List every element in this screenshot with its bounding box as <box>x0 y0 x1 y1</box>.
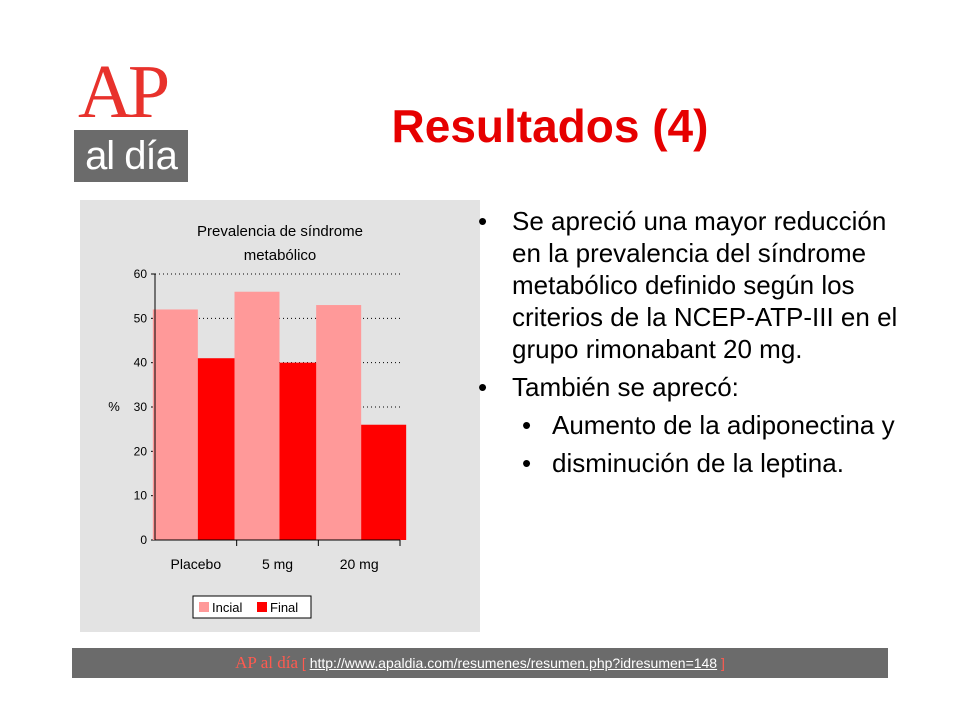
chart-title-line: Prevalencia de síndrome <box>197 223 363 240</box>
legend-swatch <box>257 602 267 612</box>
footer-aldia: al día <box>260 653 299 672</box>
y-tick-label: 40 <box>134 356 148 370</box>
sub-bullet-item: • disminución de la leptina. <box>478 447 898 479</box>
y-tick-label: 50 <box>134 311 148 325</box>
legend-swatch <box>199 602 209 612</box>
bar-inicial <box>234 291 280 540</box>
footer-ap: AP <box>235 653 257 672</box>
legend-label: Incial <box>212 600 242 615</box>
sub-bullet-text: Aumento de la adiponectina y <box>552 410 895 440</box>
y-tick-label: 60 <box>134 267 148 281</box>
sub-bullet-text: disminución de la leptina. <box>552 448 844 478</box>
bar-chart: Prevalencia de síndrome metabólico 0 10 20 30… <box>108 223 407 619</box>
bullet-dot-icon: • <box>478 372 488 402</box>
bullet-text: Se apreció una mayor reducción en la pre… <box>512 206 898 364</box>
sub-bullet-item: • Aumento de la adiponectina y <box>478 409 898 441</box>
y-tick-label: 0 <box>140 533 147 547</box>
y-axis-label: % <box>108 399 120 414</box>
bar-final <box>361 424 407 540</box>
logo-aldia-text: al día <box>74 130 188 182</box>
x-tick-label: Placebo <box>171 556 222 572</box>
y-tick-label: 20 <box>134 444 148 458</box>
apaldia-logo: AP al día <box>74 54 188 184</box>
chart-panel: Prevalencia de síndrome metabólico 0 10 20 30… <box>80 200 480 632</box>
bullet-dot-icon: • <box>522 410 532 440</box>
bullet-dot-icon: • <box>522 448 532 478</box>
bullet-item: • Se apreció una mayor reducción en la p… <box>478 205 898 365</box>
bullet-text: También se aprecó: <box>512 372 739 402</box>
footer-bar: AP al día [ http://www.apaldia.com/resum… <box>72 648 888 678</box>
x-tick-label: 5 mg <box>262 556 293 572</box>
slide-title: Resultados (4) <box>391 100 709 152</box>
bullet-item: • También se aprecó: <box>478 371 898 403</box>
chart-title-line: metabólico <box>244 247 317 264</box>
footer-bracket-close: ] <box>721 655 725 671</box>
x-tick-label: 20 mg <box>340 556 379 572</box>
logo-ap-text: AP <box>78 50 170 134</box>
y-tick-label: 30 <box>134 400 148 414</box>
legend-label: Final <box>270 600 298 615</box>
bar-inicial <box>316 305 362 540</box>
y-tick-label: 10 <box>134 489 148 503</box>
bullet-dot-icon: • <box>478 206 488 236</box>
legend-box <box>192 595 312 619</box>
footer-bracket-open: [ <box>301 655 306 671</box>
footer-url-link[interactable]: http://www.apaldia.com/resumenes/resumen… <box>309 655 718 671</box>
bar-inicial <box>152 309 198 540</box>
bullet-list: • Se apreció una mayor reducción en la p… <box>478 205 898 485</box>
